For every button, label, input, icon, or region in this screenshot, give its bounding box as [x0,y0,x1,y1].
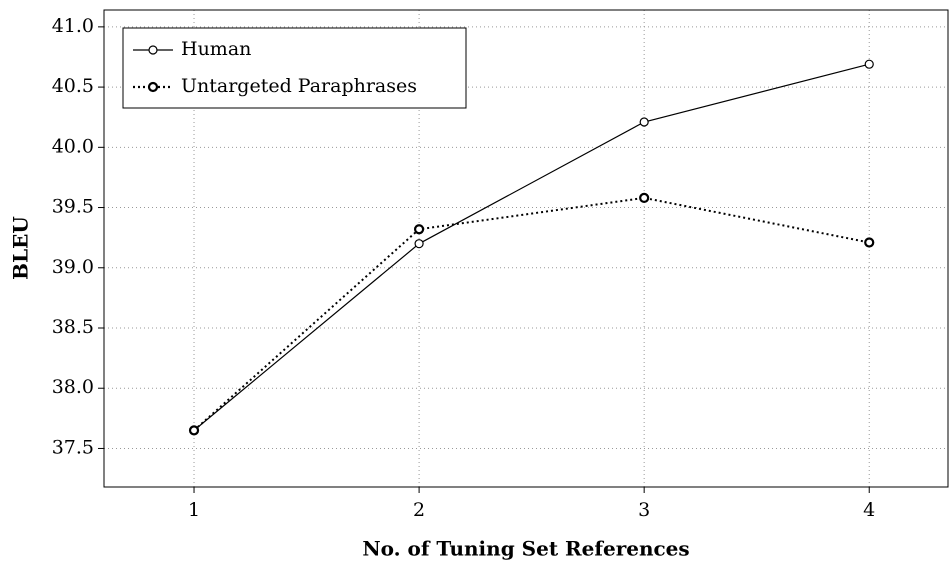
x-tick-label: 4 [863,499,875,521]
y-tick-label: 39.0 [52,256,94,278]
x-tick-label: 3 [638,499,650,521]
y-tick-label: 41.0 [52,15,94,37]
x-axis-title: No. of Tuning Set References [362,537,689,561]
y-tick-label: 37.5 [52,436,94,458]
legend-marker [148,45,158,55]
marker [864,59,874,69]
marker [188,425,200,436]
marker [639,192,650,204]
legend-box [122,27,467,109]
line [193,63,870,431]
plot-frame [103,9,949,488]
marker [864,237,875,248]
x-tick-label: 2 [413,499,425,521]
marker [639,117,649,127]
legend-label: Human [181,38,251,60]
y-axis-title: BLEU [9,216,33,280]
legend-label: Untargeted Paraphrases [181,75,417,97]
y-tick-label: 40.0 [52,135,94,157]
y-tick-label: 38.0 [52,376,94,398]
y-tick-label: 39.5 [52,196,94,218]
legend-marker [147,81,159,93]
line [193,196,870,432]
x-tick-label: 1 [188,499,200,521]
y-tick-label: 40.5 [52,75,94,97]
y-tick-label: 38.5 [52,316,94,338]
marker [413,224,425,235]
marker [414,239,424,249]
